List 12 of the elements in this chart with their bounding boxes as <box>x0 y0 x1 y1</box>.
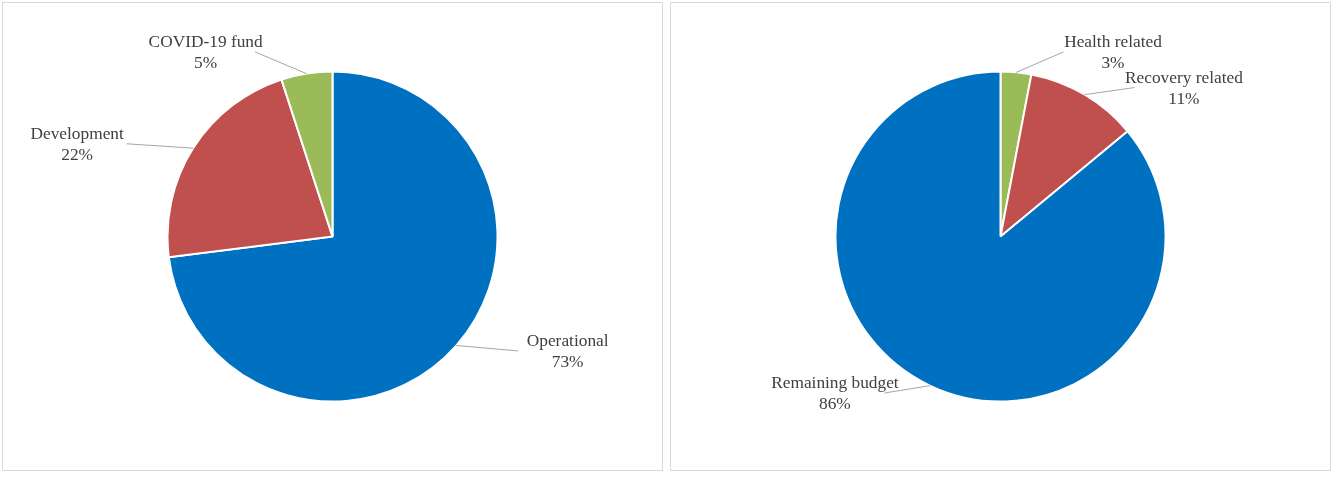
data-label: 11% <box>1168 88 1200 108</box>
slice-label: Development <box>30 123 124 143</box>
slice-label: Remaining budget <box>771 373 899 393</box>
data-label: 86% <box>819 394 851 414</box>
slice-label: Health related <box>1064 31 1163 51</box>
data-label: 73% <box>551 351 584 371</box>
data-label: 5% <box>194 52 218 72</box>
data-label: 3% <box>1101 52 1125 72</box>
data-label: 22% <box>61 144 94 164</box>
slice-label: Operational <box>526 330 609 350</box>
slice-label: Recovery related <box>1125 67 1244 87</box>
slice-label: COVID-19 fund <box>148 31 263 51</box>
